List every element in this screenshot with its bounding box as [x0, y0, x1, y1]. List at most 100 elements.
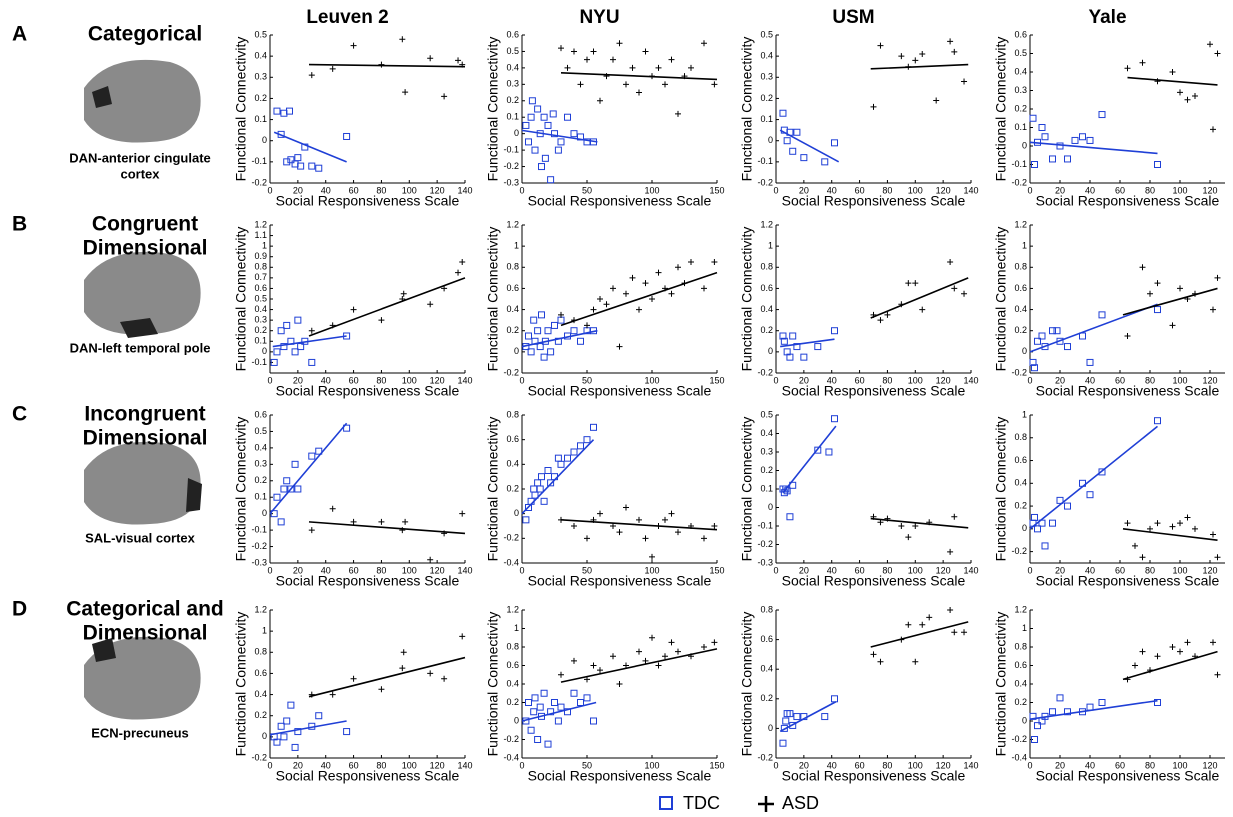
tdc-point: [1049, 155, 1056, 163]
legend-marker: [758, 796, 774, 812]
x-tick-label: 80: [376, 565, 386, 575]
x-tick-label: 120: [430, 760, 445, 770]
y-tick-label: 0.6: [760, 283, 773, 293]
y-tick-label: 0: [768, 346, 773, 356]
asd-point: [947, 607, 954, 613]
asd-point: [668, 290, 675, 297]
row-title: Dimensional: [83, 237, 208, 260]
asd-point: [926, 614, 933, 621]
x-tick-label: 60: [855, 375, 865, 385]
x-tick-label: 20: [1055, 760, 1065, 770]
tdc-point: [825, 448, 833, 456]
column-title: Leuven 2: [306, 7, 388, 28]
y-tick-label: 0.4: [254, 689, 267, 699]
asd-point: [1210, 639, 1216, 646]
asd-point: [675, 264, 681, 271]
x-tick-label: 100: [908, 565, 923, 575]
x-tick-label: 120: [1202, 760, 1217, 770]
asd-point: [947, 38, 954, 45]
x-tick-label: 80: [1145, 760, 1155, 770]
tdc-point: [1031, 364, 1038, 372]
tdc-point: [1056, 694, 1064, 702]
y-tick-label: 1.2: [1014, 219, 1027, 229]
tdc-point: [782, 485, 790, 493]
x-axis-label: Social Responsiveness Scale: [528, 383, 712, 399]
tdc-point: [283, 158, 291, 166]
tdc-point: [280, 343, 288, 351]
tdc-point: [534, 736, 542, 743]
tdc-point: [1049, 327, 1056, 335]
asd-point: [1169, 69, 1176, 75]
asd-point: [616, 40, 623, 47]
asd-point: [1154, 280, 1161, 287]
x-tick-label: 0: [1027, 760, 1032, 770]
y-tick-label: 0.9: [254, 251, 267, 261]
x-tick-label: 40: [1085, 760, 1095, 770]
y-tick-label: 0.1: [760, 483, 773, 493]
x-tick-label: 100: [402, 565, 417, 575]
x-tick-label: 0: [267, 375, 272, 385]
asd-point: [1139, 554, 1146, 561]
asd-point: [1214, 50, 1221, 57]
x-tick-label: 60: [349, 185, 359, 195]
tdc-point: [536, 703, 544, 711]
x-tick-label: 80: [882, 760, 892, 770]
tdc-point: [779, 109, 787, 117]
asd-point: [668, 510, 675, 517]
y-tick-label: 0: [768, 135, 773, 145]
x-tick-label: 60: [1115, 565, 1125, 575]
tdc-point: [530, 316, 538, 324]
asd-point: [912, 57, 919, 64]
x-tick-label: 20: [1055, 185, 1065, 195]
asd-point: [919, 306, 926, 313]
panel-letter: D: [12, 598, 27, 621]
tdc-point: [1154, 306, 1161, 314]
y-tick-label: -0.2: [1011, 177, 1027, 187]
y-tick-label: -0.2: [503, 533, 519, 543]
x-tick-label: 100: [644, 185, 659, 195]
y-tick-label: 0.2: [1014, 500, 1027, 510]
trend-line: [272, 335, 347, 348]
asd-point: [399, 36, 406, 43]
x-tick-label: 120: [430, 565, 445, 575]
x-tick-label: 150: [709, 375, 724, 385]
tdc-point: [287, 485, 295, 493]
tdc-point: [1098, 111, 1106, 119]
y-tick-label: 0.4: [506, 62, 519, 72]
asd-point: [636, 306, 642, 313]
x-tick-label: 20: [799, 760, 809, 770]
asd-point: [870, 651, 877, 658]
row-title: Categorical and: [66, 598, 224, 621]
asd-point: [711, 639, 718, 646]
tdc-point: [551, 130, 558, 138]
column-title: USM: [832, 7, 874, 28]
x-tick-label: 100: [908, 375, 923, 385]
x-axis-label: Social Responsiveness Scale: [528, 768, 712, 784]
y-axis-label: Functional Connectivity: [739, 37, 755, 182]
y-tick-label: 0.1: [254, 114, 267, 124]
asd-point: [597, 97, 603, 104]
asd-point: [308, 527, 315, 534]
x-tick-label: 0: [773, 565, 778, 575]
y-tick-label: 0.8: [1014, 641, 1027, 651]
asd-point: [711, 523, 718, 529]
trend-line: [870, 517, 969, 529]
x-axis-label: Social Responsiveness Scale: [782, 383, 966, 399]
asd-point: [877, 317, 884, 324]
y-tick-label: 0: [1022, 715, 1027, 725]
x-tick-label: 100: [644, 375, 659, 385]
tdc-point: [557, 703, 565, 711]
tdc-point: [1086, 491, 1094, 499]
x-tick-label: 20: [799, 375, 809, 385]
x-tick-label: 100: [644, 760, 659, 770]
x-tick-label: 0: [1027, 185, 1032, 195]
tdc-point: [821, 713, 829, 721]
asd-point: [590, 48, 597, 55]
y-tick-label: 1.1: [254, 230, 267, 240]
y-tick-label: -0.2: [757, 367, 773, 377]
y-tick-label: -0.2: [757, 752, 773, 762]
tdc-point: [1053, 327, 1061, 335]
tdc-point: [814, 343, 822, 351]
trend-line: [1029, 141, 1158, 155]
x-tick-label: 80: [882, 185, 892, 195]
